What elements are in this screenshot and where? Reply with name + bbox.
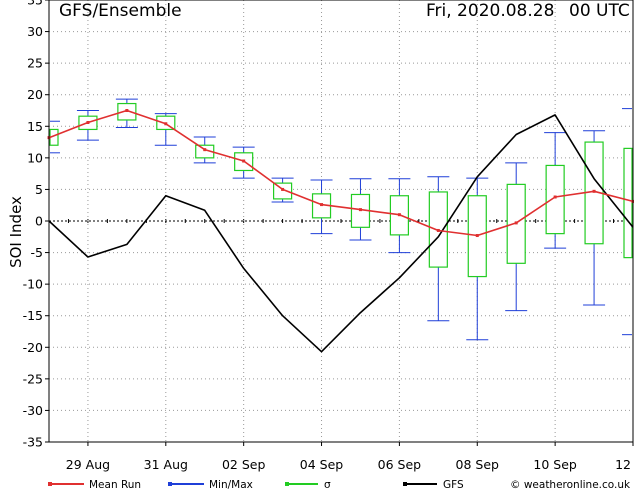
legend-min-max: Min/Max bbox=[168, 479, 253, 490]
y-tick-label: -15 bbox=[23, 308, 43, 323]
legend-gfs-label: GFS bbox=[443, 479, 464, 490]
mean-run-point bbox=[86, 120, 90, 124]
mean-run-line bbox=[48, 109, 634, 237]
y-tick-label: 35 bbox=[27, 0, 43, 8]
legend-sigma-label: σ bbox=[324, 479, 331, 490]
x-axis-ticks: 29 Aug 31 Aug 02 Sep 04 Sep 06 Sep 08 Sep 10 S… bbox=[66, 442, 634, 472]
mean-run-point bbox=[242, 159, 246, 163]
x-tick-label: 29 Aug bbox=[66, 457, 110, 472]
mean-run-point bbox=[436, 228, 440, 232]
y-tick-label: 25 bbox=[27, 56, 43, 71]
y-axis-label: SOI Index bbox=[7, 196, 25, 268]
plot-frame bbox=[48, 0, 634, 443]
mean-run-point bbox=[320, 203, 324, 207]
legend-min-max-marker bbox=[168, 482, 172, 486]
sigma-box bbox=[545, 164, 565, 235]
legend: Mean Run Min/Max σ GFS © weatheronline.c… bbox=[48, 479, 631, 490]
legend-mean-run: Mean Run bbox=[48, 479, 141, 490]
mean-run-point bbox=[281, 187, 285, 191]
mean-run-point bbox=[125, 109, 129, 112]
gfs-line bbox=[48, 114, 634, 353]
mean-run-point bbox=[592, 189, 596, 193]
y-tick-label: 10 bbox=[27, 150, 43, 165]
legend-sigma: σ bbox=[285, 479, 331, 490]
y-tick-label: -25 bbox=[23, 371, 43, 386]
mean-run-point bbox=[203, 148, 207, 152]
x-tick-label: 02 Sep bbox=[222, 457, 266, 472]
y-tick-label: 5 bbox=[35, 182, 43, 197]
legend-gfs: GFS bbox=[403, 479, 464, 490]
y-tick-label: -35 bbox=[23, 435, 43, 450]
legend-sigma-marker bbox=[285, 482, 289, 486]
mean-run-point bbox=[164, 122, 168, 126]
legend-min-max-label: Min/Max bbox=[209, 479, 253, 490]
mean-run-point bbox=[475, 234, 479, 238]
legend-gfs-marker bbox=[403, 482, 407, 486]
y-tick-label: -5 bbox=[31, 245, 43, 260]
x-tick-label: 12 bbox=[615, 457, 631, 472]
run-label: 00 UTC bbox=[569, 1, 630, 21]
y-tick-label: -10 bbox=[23, 277, 43, 292]
x-tick-label: 08 Sep bbox=[456, 457, 500, 472]
credit-text: © weatheronline.co.uk bbox=[510, 479, 631, 490]
x-tick-label: 10 Sep bbox=[533, 457, 577, 472]
legend-mean-run-marker bbox=[48, 482, 52, 486]
x-tick-label: 06 Sep bbox=[378, 457, 422, 472]
mean-run-point bbox=[514, 221, 518, 225]
y-axis-ticks: 35 30 25 20 15 10 5 0 -5 -10 -15 -20 -25 -30 -35 bbox=[23, 0, 49, 450]
legend-mean-run-label: Mean Run bbox=[89, 479, 141, 490]
chart-title: GFS/Ensemble bbox=[59, 1, 182, 21]
mean-run-point bbox=[397, 213, 401, 217]
date-label: Fri, 2020.08.28 bbox=[426, 1, 554, 21]
y-tick-label: 0 bbox=[35, 214, 43, 229]
sigma-box bbox=[623, 147, 633, 259]
mean-run-point bbox=[358, 208, 362, 212]
x-tick-label: 04 Sep bbox=[300, 457, 344, 472]
x-tick-label: 31 Aug bbox=[144, 457, 188, 472]
y-tick-label: 15 bbox=[27, 119, 43, 134]
mean-run-point bbox=[553, 195, 557, 199]
y-tick-label: 20 bbox=[27, 87, 43, 102]
y-tick-label: -30 bbox=[23, 403, 43, 418]
y-tick-label: -20 bbox=[23, 340, 43, 355]
y-tick-label: 30 bbox=[27, 24, 43, 39]
